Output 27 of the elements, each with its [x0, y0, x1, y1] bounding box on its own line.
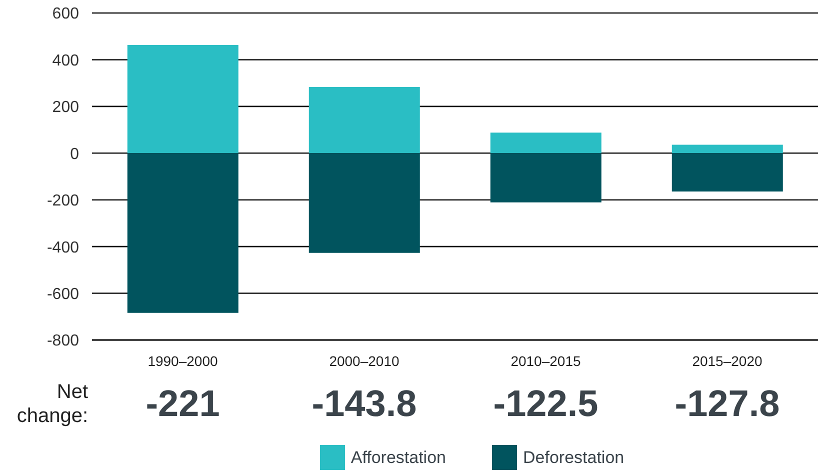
legend-label: Deforestation: [523, 448, 624, 468]
text: -127.8: [674, 383, 780, 424]
text: Net change:: [16, 380, 88, 428]
y-tick-label: 200: [52, 99, 80, 116]
y-tick-label: -600: [46, 286, 80, 303]
text: -143.8: [312, 383, 417, 424]
bar: [672, 153, 783, 192]
x-tick-label: 2000–2010: [329, 352, 400, 369]
bar: [672, 144, 783, 154]
text: -221: [146, 383, 220, 424]
bar: [308, 87, 420, 154]
x-tick-label: 2015–2020: [692, 352, 762, 369]
text: -122.5: [493, 383, 598, 424]
y-tick-label: 600: [52, 6, 80, 23]
legend-label: Afforestation: [350, 448, 446, 468]
y-tick-label: -400: [46, 239, 80, 256]
bar: [490, 132, 602, 154]
y-tick-label: -800: [46, 332, 80, 350]
y-tick-label: 400: [52, 52, 80, 70]
bar: [308, 153, 420, 253]
x-tick-label: 1990–2000: [148, 352, 218, 369]
bar: [490, 153, 602, 202]
bar: [127, 45, 238, 154]
y-tick-label: 0: [70, 146, 80, 163]
y-tick-label: -200: [46, 192, 80, 210]
bar: [127, 153, 238, 313]
x-tick-label: 2010–2015: [510, 352, 581, 369]
